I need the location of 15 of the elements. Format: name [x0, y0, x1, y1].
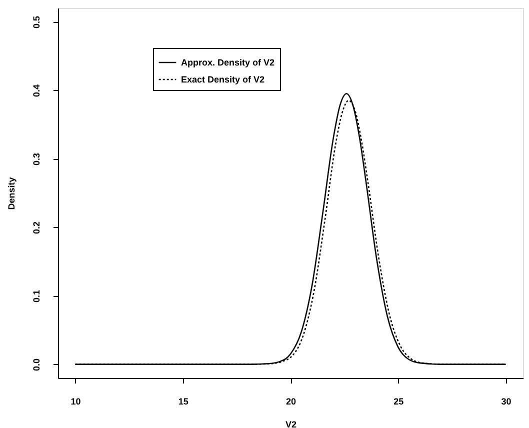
y-axis-title: Density: [6, 177, 16, 210]
x-axis-title: V2: [285, 420, 297, 428]
x-tick-label: 10: [70, 396, 81, 406]
x-tick-label: 30: [501, 396, 512, 406]
legend-label: Approx. Density of V2: [181, 58, 275, 68]
y-tick-label: 0.4: [32, 84, 42, 97]
y-tick-label: 0.5: [32, 16, 42, 28]
y-tick-label: 0.0: [32, 358, 42, 372]
y-tick-label: 0.2: [32, 222, 42, 234]
x-tick-label: 15: [178, 396, 188, 406]
y-tick-label: 0.1: [32, 290, 42, 303]
legend-label: Exact Density of V2: [181, 74, 265, 84]
x-tick-label: 20: [286, 396, 296, 406]
x-tick-label: 25: [394, 396, 404, 406]
y-tick-label: 0.3: [32, 152, 42, 166]
